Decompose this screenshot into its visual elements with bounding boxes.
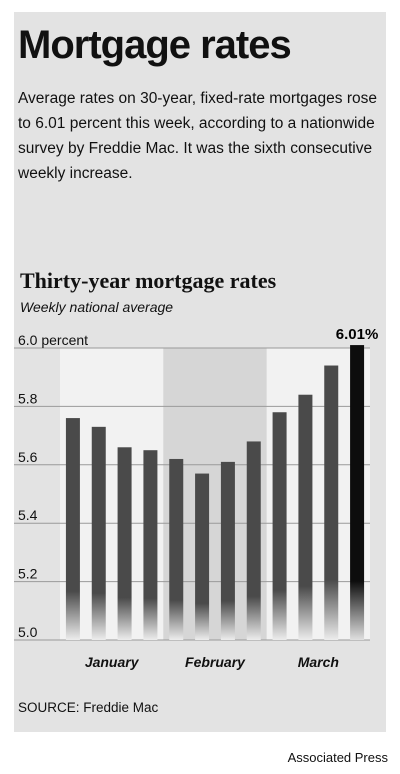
page-title: Mortgage rates [18,23,292,67]
y-tick-label: 5.8 [18,390,38,406]
bar [324,365,339,640]
y-tick-label: 6.0 percent [18,332,88,348]
y-tick-label: 5.0 [18,624,38,640]
bar [298,394,313,640]
description: Average rates on 30-year, fixed-rate mor… [18,90,377,182]
y-tick-label: 5.6 [18,449,38,465]
source-note: SOURCE: Freddie Mac [18,700,159,715]
bar-highlight [350,345,365,640]
bar [272,412,287,640]
chart-title: Thirty-year mortgage rates [20,268,277,293]
bar [195,473,210,640]
x-month-label: March [298,654,339,670]
bar [117,447,132,640]
y-tick-label: 5.4 [18,507,38,523]
y-tick-label: 5.2 [18,566,38,582]
data-label: 6.01% [336,326,379,343]
bar [246,441,261,640]
bar [143,450,158,640]
x-month-label: February [185,654,246,670]
x-month-label: January [85,654,140,670]
bar [65,418,80,640]
bar [169,458,184,640]
bar [220,461,235,640]
bar [91,426,106,640]
credit: Associated Press [287,750,388,765]
chart-subtitle: Weekly national average [20,299,174,315]
